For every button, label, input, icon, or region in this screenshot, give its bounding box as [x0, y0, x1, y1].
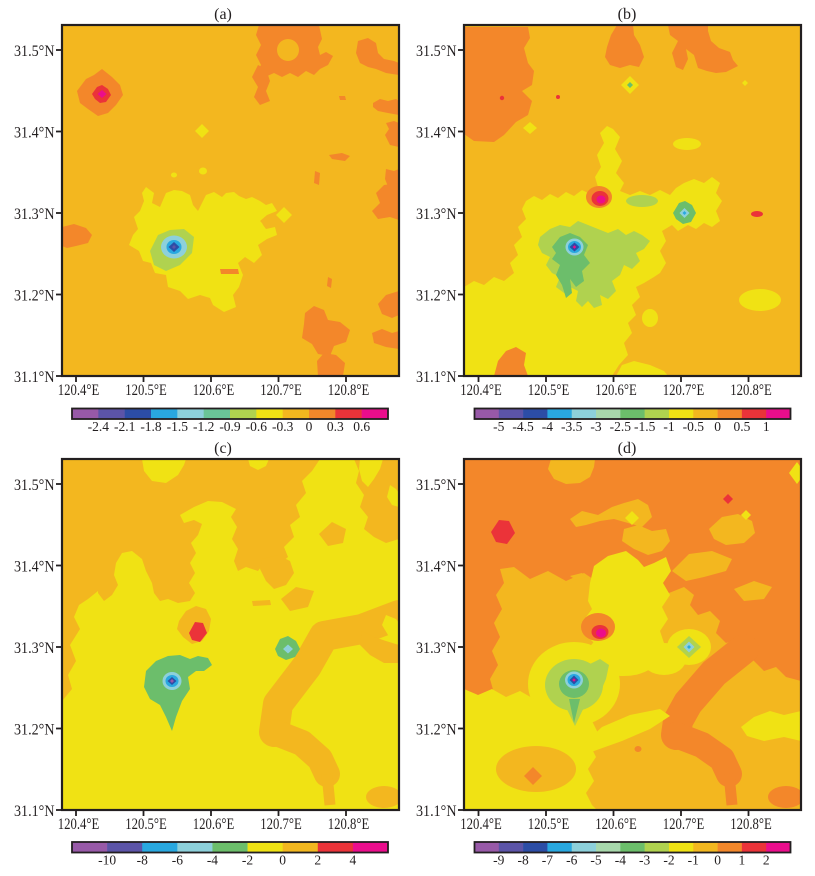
svg-text:-8: -8	[517, 853, 528, 868]
svg-text:0: 0	[306, 419, 313, 434]
svg-text:120.8°E: 120.8°E	[328, 816, 370, 833]
svg-text:-4: -4	[542, 419, 553, 434]
svg-text:-2: -2	[242, 853, 253, 868]
svg-text:31.4°N: 31.4°N	[416, 125, 457, 142]
svg-text:31.5°N: 31.5°N	[416, 43, 457, 60]
svg-text:(a): (a)	[214, 6, 232, 23]
svg-text:120.8°E: 120.8°E	[328, 382, 370, 399]
svg-text:120.6°E: 120.6°E	[193, 816, 235, 833]
svg-text:120.5°E: 120.5°E	[528, 816, 570, 833]
svg-text:120.7°E: 120.7°E	[260, 816, 302, 833]
svg-text:120.6°E: 120.6°E	[193, 382, 235, 399]
svg-text:120.7°E: 120.7°E	[260, 382, 302, 399]
svg-text:120.4°E: 120.4°E	[460, 816, 502, 833]
svg-text:31.4°N: 31.4°N	[416, 559, 457, 576]
svg-text:31.4°N: 31.4°N	[14, 125, 55, 142]
svg-text:0.5: 0.5	[733, 419, 750, 434]
svg-text:31.1°N: 31.1°N	[416, 369, 457, 386]
svg-text:0: 0	[714, 419, 721, 434]
svg-text:120.5°E: 120.5°E	[528, 382, 570, 399]
svg-text:-9: -9	[493, 853, 504, 868]
svg-text:-1.8: -1.8	[140, 419, 162, 434]
svg-text:31.3°N: 31.3°N	[14, 640, 55, 657]
svg-text:-0.3: -0.3	[272, 419, 294, 434]
svg-text:-4.5: -4.5	[512, 419, 534, 434]
svg-text:2: 2	[763, 853, 770, 868]
svg-text:31.1°N: 31.1°N	[416, 803, 457, 820]
svg-text:31.1°N: 31.1°N	[14, 803, 55, 820]
svg-text:120.7°E: 120.7°E	[663, 816, 705, 833]
svg-text:31.5°N: 31.5°N	[416, 477, 457, 494]
svg-text:120.6°E: 120.6°E	[595, 382, 637, 399]
svg-text:-7: -7	[542, 853, 553, 868]
svg-text:4: 4	[350, 853, 357, 868]
svg-text:31.2°N: 31.2°N	[416, 722, 457, 739]
svg-text:-3: -3	[639, 853, 650, 868]
svg-text:-0.6: -0.6	[246, 419, 268, 434]
svg-text:31.3°N: 31.3°N	[416, 640, 457, 657]
svg-text:-1.5: -1.5	[634, 419, 656, 434]
svg-text:-5: -5	[590, 853, 601, 868]
svg-text:120.6°E: 120.6°E	[595, 816, 637, 833]
svg-text:31.2°N: 31.2°N	[14, 288, 55, 305]
svg-text:120.4°E: 120.4°E	[58, 382, 100, 399]
svg-text:31.2°N: 31.2°N	[14, 722, 55, 739]
svg-text:31.3°N: 31.3°N	[416, 206, 457, 223]
svg-text:120.5°E: 120.5°E	[125, 382, 167, 399]
svg-text:0.6: 0.6	[353, 419, 370, 434]
svg-text:120.7°E: 120.7°E	[663, 382, 705, 399]
svg-text:1: 1	[739, 853, 746, 868]
svg-text:1: 1	[763, 419, 770, 434]
svg-text:-0.5: -0.5	[683, 419, 705, 434]
svg-text:31.5°N: 31.5°N	[14, 477, 55, 494]
svg-text:-6: -6	[566, 853, 577, 868]
svg-text:120.4°E: 120.4°E	[460, 382, 502, 399]
svg-text:-10: -10	[98, 853, 116, 868]
svg-text:31.1°N: 31.1°N	[14, 369, 55, 386]
svg-text:2: 2	[314, 853, 321, 868]
svg-text:-3.5: -3.5	[561, 419, 583, 434]
svg-text:0: 0	[714, 853, 721, 868]
svg-text:(b): (b)	[618, 6, 637, 23]
svg-text:-3: -3	[590, 419, 601, 434]
svg-text:120.8°E: 120.8°E	[730, 816, 772, 833]
svg-text:-4: -4	[615, 853, 626, 868]
svg-text:-5: -5	[493, 419, 504, 434]
svg-text:31.3°N: 31.3°N	[14, 206, 55, 223]
svg-text:-4: -4	[207, 853, 218, 868]
svg-text:-8: -8	[137, 853, 148, 868]
svg-text:120.4°E: 120.4°E	[58, 816, 100, 833]
svg-text:120.8°E: 120.8°E	[730, 382, 772, 399]
svg-text:-1: -1	[663, 419, 674, 434]
svg-text:-0.9: -0.9	[219, 419, 241, 434]
svg-text:-2: -2	[663, 853, 674, 868]
svg-text:(c): (c)	[214, 440, 232, 457]
svg-text:31.2°N: 31.2°N	[416, 288, 457, 305]
svg-text:-2.4: -2.4	[88, 419, 110, 434]
svg-text:120.5°E: 120.5°E	[125, 816, 167, 833]
svg-text:-6: -6	[172, 853, 183, 868]
svg-text:-1.5: -1.5	[167, 419, 189, 434]
svg-text:0.3: 0.3	[327, 419, 344, 434]
svg-text:-2.5: -2.5	[610, 419, 632, 434]
svg-text:0: 0	[279, 853, 286, 868]
svg-text:-1: -1	[688, 853, 699, 868]
svg-text:-2.1: -2.1	[114, 419, 135, 434]
svg-text:31.4°N: 31.4°N	[14, 559, 55, 576]
svg-text:-1.2: -1.2	[193, 419, 214, 434]
svg-text:(d): (d)	[618, 440, 637, 457]
svg-text:31.5°N: 31.5°N	[14, 43, 55, 60]
